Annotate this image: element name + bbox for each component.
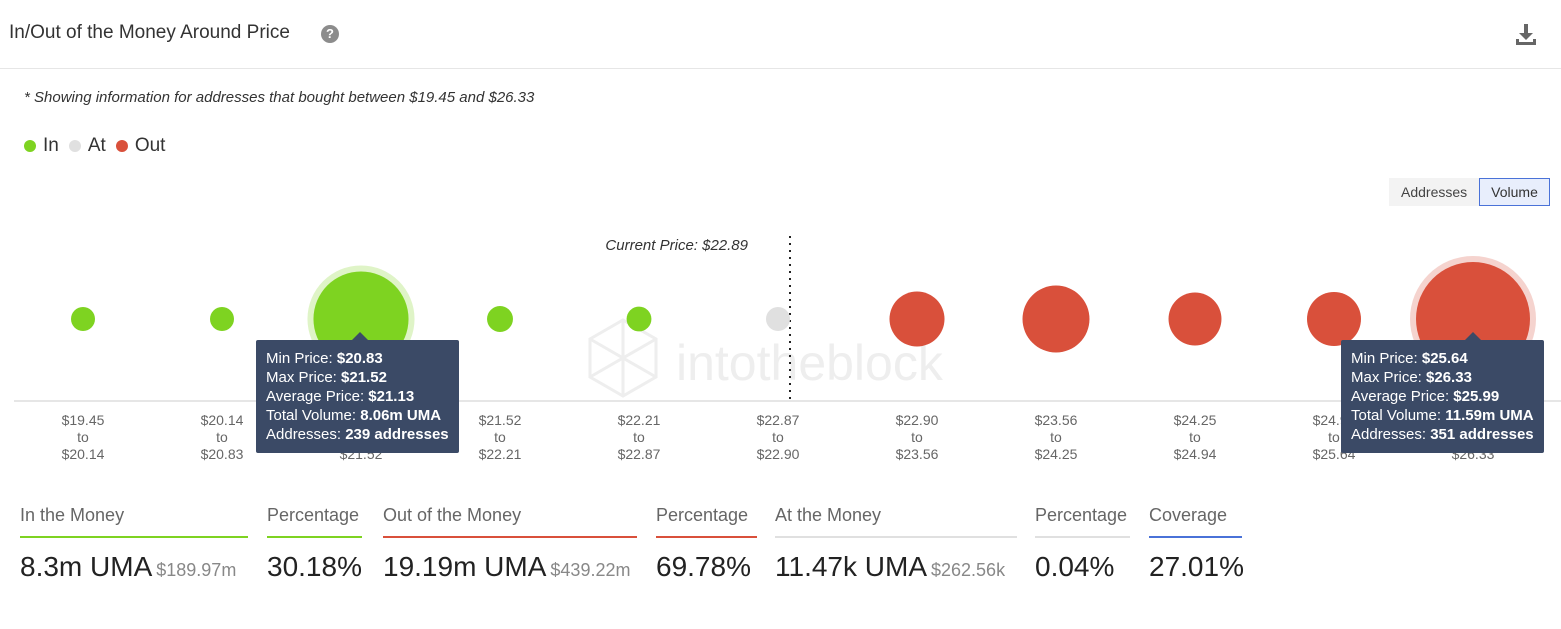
watermark-logo: intotheblock: [588, 318, 944, 398]
bubble-chart: intotheblock Current Price: $22.89 $19.4…: [14, 236, 1561, 462]
x-label-9-from: $24.25: [1174, 412, 1217, 428]
x-label-2-to: $20.83: [201, 446, 244, 462]
legend-dot-out: [115, 140, 128, 152]
legend-item-out[interactable]: Out: [115, 135, 166, 157]
widget-title: In/Out of the Money Around Price: [9, 22, 290, 43]
bubble-range-7[interactable]: [889, 291, 945, 347]
x-label-8-to-word: to: [1050, 429, 1062, 445]
stat-at-percentage: Percentage 0.04%: [1035, 505, 1130, 583]
x-label-9-to: $24.94: [1174, 446, 1217, 462]
x-label-2-from: $20.14: [201, 412, 244, 428]
bubble-range-9[interactable]: [1168, 292, 1222, 346]
x-label-5-to-word: to: [633, 429, 645, 445]
stat-in-the-money: In the Money 8.3m UMA $189.97m: [20, 505, 248, 583]
bubble-range-8[interactable]: [1022, 285, 1090, 353]
x-label-7-to: $23.56: [896, 446, 939, 462]
x-label-1-from: $19.45: [62, 412, 105, 428]
x-label-10-to-word: to: [1328, 429, 1340, 445]
stat-out-of-the-money: Out of the Money 19.19m UMA $439.22m: [383, 505, 637, 583]
stat-out-percentage: Percentage 69.78%: [656, 505, 757, 583]
x-label-6-to-word: to: [772, 429, 784, 445]
x-label-8-from: $23.56: [1035, 412, 1078, 428]
stat-coverage: Coverage 27.01%: [1149, 505, 1244, 582]
x-label-4-to: $22.21: [479, 446, 522, 462]
x-label-5-to: $22.87: [618, 446, 661, 462]
legend-dot-in: [24, 140, 36, 152]
x-label-9-to-word: to: [1189, 429, 1201, 445]
x-label-4-to-word: to: [494, 429, 506, 445]
x-label-8-to: $24.25: [1035, 446, 1078, 462]
range-note: * Showing information for addresses that…: [24, 89, 535, 106]
legend-item-at[interactable]: At: [68, 135, 106, 157]
legend-label-in: In: [43, 135, 59, 156]
x-label-5-from: $22.21: [618, 412, 661, 428]
tooltip-range-11: Min Price: $25.64 Max Price: $26.33 Aver…: [1341, 332, 1544, 453]
bubble-range-2[interactable]: [210, 307, 234, 331]
x-label-6-to: $22.90: [757, 446, 800, 462]
widget-header: In/Out of the Money Around Price ?: [0, 0, 1561, 69]
metric-toggle: Addresses Volume: [1389, 178, 1550, 206]
tooltip-range-3: Min Price: $20.83 Max Price: $21.52 Aver…: [256, 332, 459, 453]
legend-dot-at: [68, 140, 81, 152]
legend-item-in[interactable]: In: [24, 135, 59, 157]
x-label-1-to: $20.14: [62, 446, 105, 462]
legend-label-out: Out: [134, 135, 166, 156]
x-label-7-to-word: to: [911, 429, 923, 445]
legend-label-at: At: [87, 135, 106, 156]
watermark-text: intotheblock: [676, 335, 944, 391]
download-icon[interactable]: [1513, 22, 1539, 48]
volume-button[interactable]: Volume: [1479, 178, 1550, 206]
stat-at-the-money: At the Money 11.47k UMA $262.56k: [775, 505, 1017, 583]
stat-in-percentage: Percentage 30.18%: [267, 505, 362, 582]
x-label-6-from: $22.87: [757, 412, 800, 428]
x-label-1-to-word: to: [77, 429, 89, 445]
bubble-range-1[interactable]: [71, 307, 95, 331]
x-label-4-from: $21.52: [479, 412, 522, 428]
bubble-range-6[interactable]: [766, 307, 790, 331]
bubble-range-5[interactable]: [626, 306, 652, 332]
bubble-range-4[interactable]: [487, 306, 513, 332]
x-label-2-to-word: to: [216, 429, 228, 445]
help-icon[interactable]: ?: [321, 25, 339, 43]
legend: In At Out: [24, 135, 175, 157]
x-label-7-from: $22.90: [896, 412, 939, 428]
bubble-range-10[interactable]: [1307, 292, 1361, 346]
addresses-button[interactable]: Addresses: [1389, 178, 1480, 206]
current-price-label: Current Price: $22.89: [605, 237, 748, 254]
